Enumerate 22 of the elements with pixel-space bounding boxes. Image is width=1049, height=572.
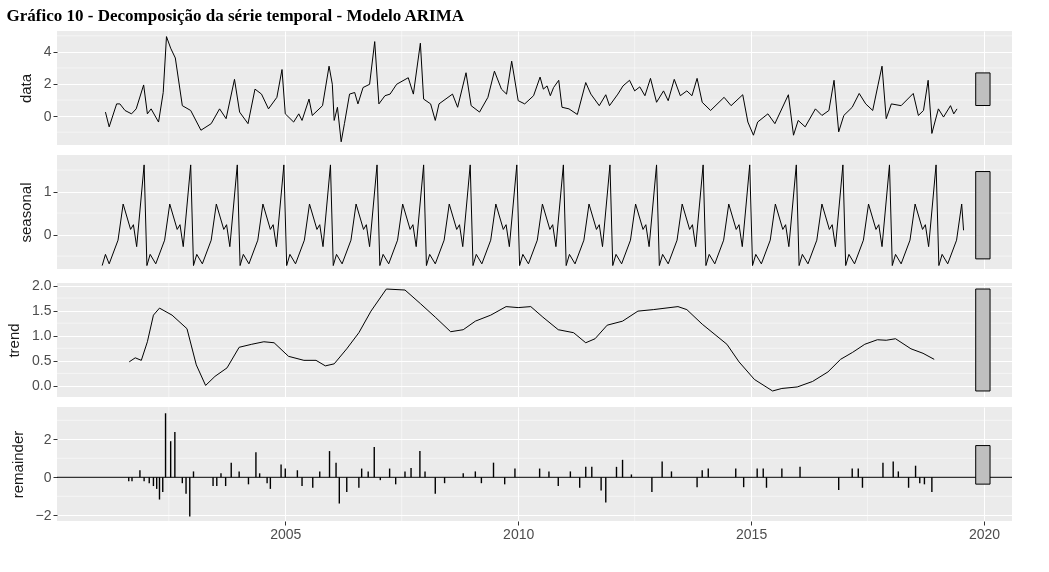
- y-tick-label: 1.0: [32, 327, 52, 344]
- x-tick-label: 2020: [968, 525, 1001, 542]
- x-tick-label: 2010: [503, 525, 535, 542]
- y-tick-label: 2: [43, 430, 52, 447]
- y-tick-label: 0: [43, 468, 52, 485]
- y-tick-label: 0.5: [32, 352, 52, 369]
- y-tick-label: 0.0: [32, 377, 52, 394]
- y-tick-label: 4: [43, 43, 52, 60]
- y-tick-label: 0: [43, 107, 52, 124]
- y-tick-label: −2: [35, 506, 52, 523]
- y-axis-title: remainder: [8, 430, 26, 499]
- y-tick-label: 2.0: [32, 277, 52, 294]
- y-tick-label: 2: [43, 75, 52, 92]
- y-axis-title: seasonal: [16, 182, 34, 243]
- chart-title: Gráfico 10 - Decomposição da série temporal - Modelo ARIMA: [6, 5, 465, 25]
- y-tick-label: 1: [43, 183, 52, 200]
- y-tick-label: 0: [43, 226, 52, 243]
- y-axis-title: trend: [5, 323, 23, 358]
- x-tick-label: 2005: [270, 525, 302, 542]
- x-tick-label: 2015: [736, 525, 768, 542]
- y-tick-label: 1.5: [32, 302, 52, 319]
- y-axis-title: data: [16, 73, 34, 104]
